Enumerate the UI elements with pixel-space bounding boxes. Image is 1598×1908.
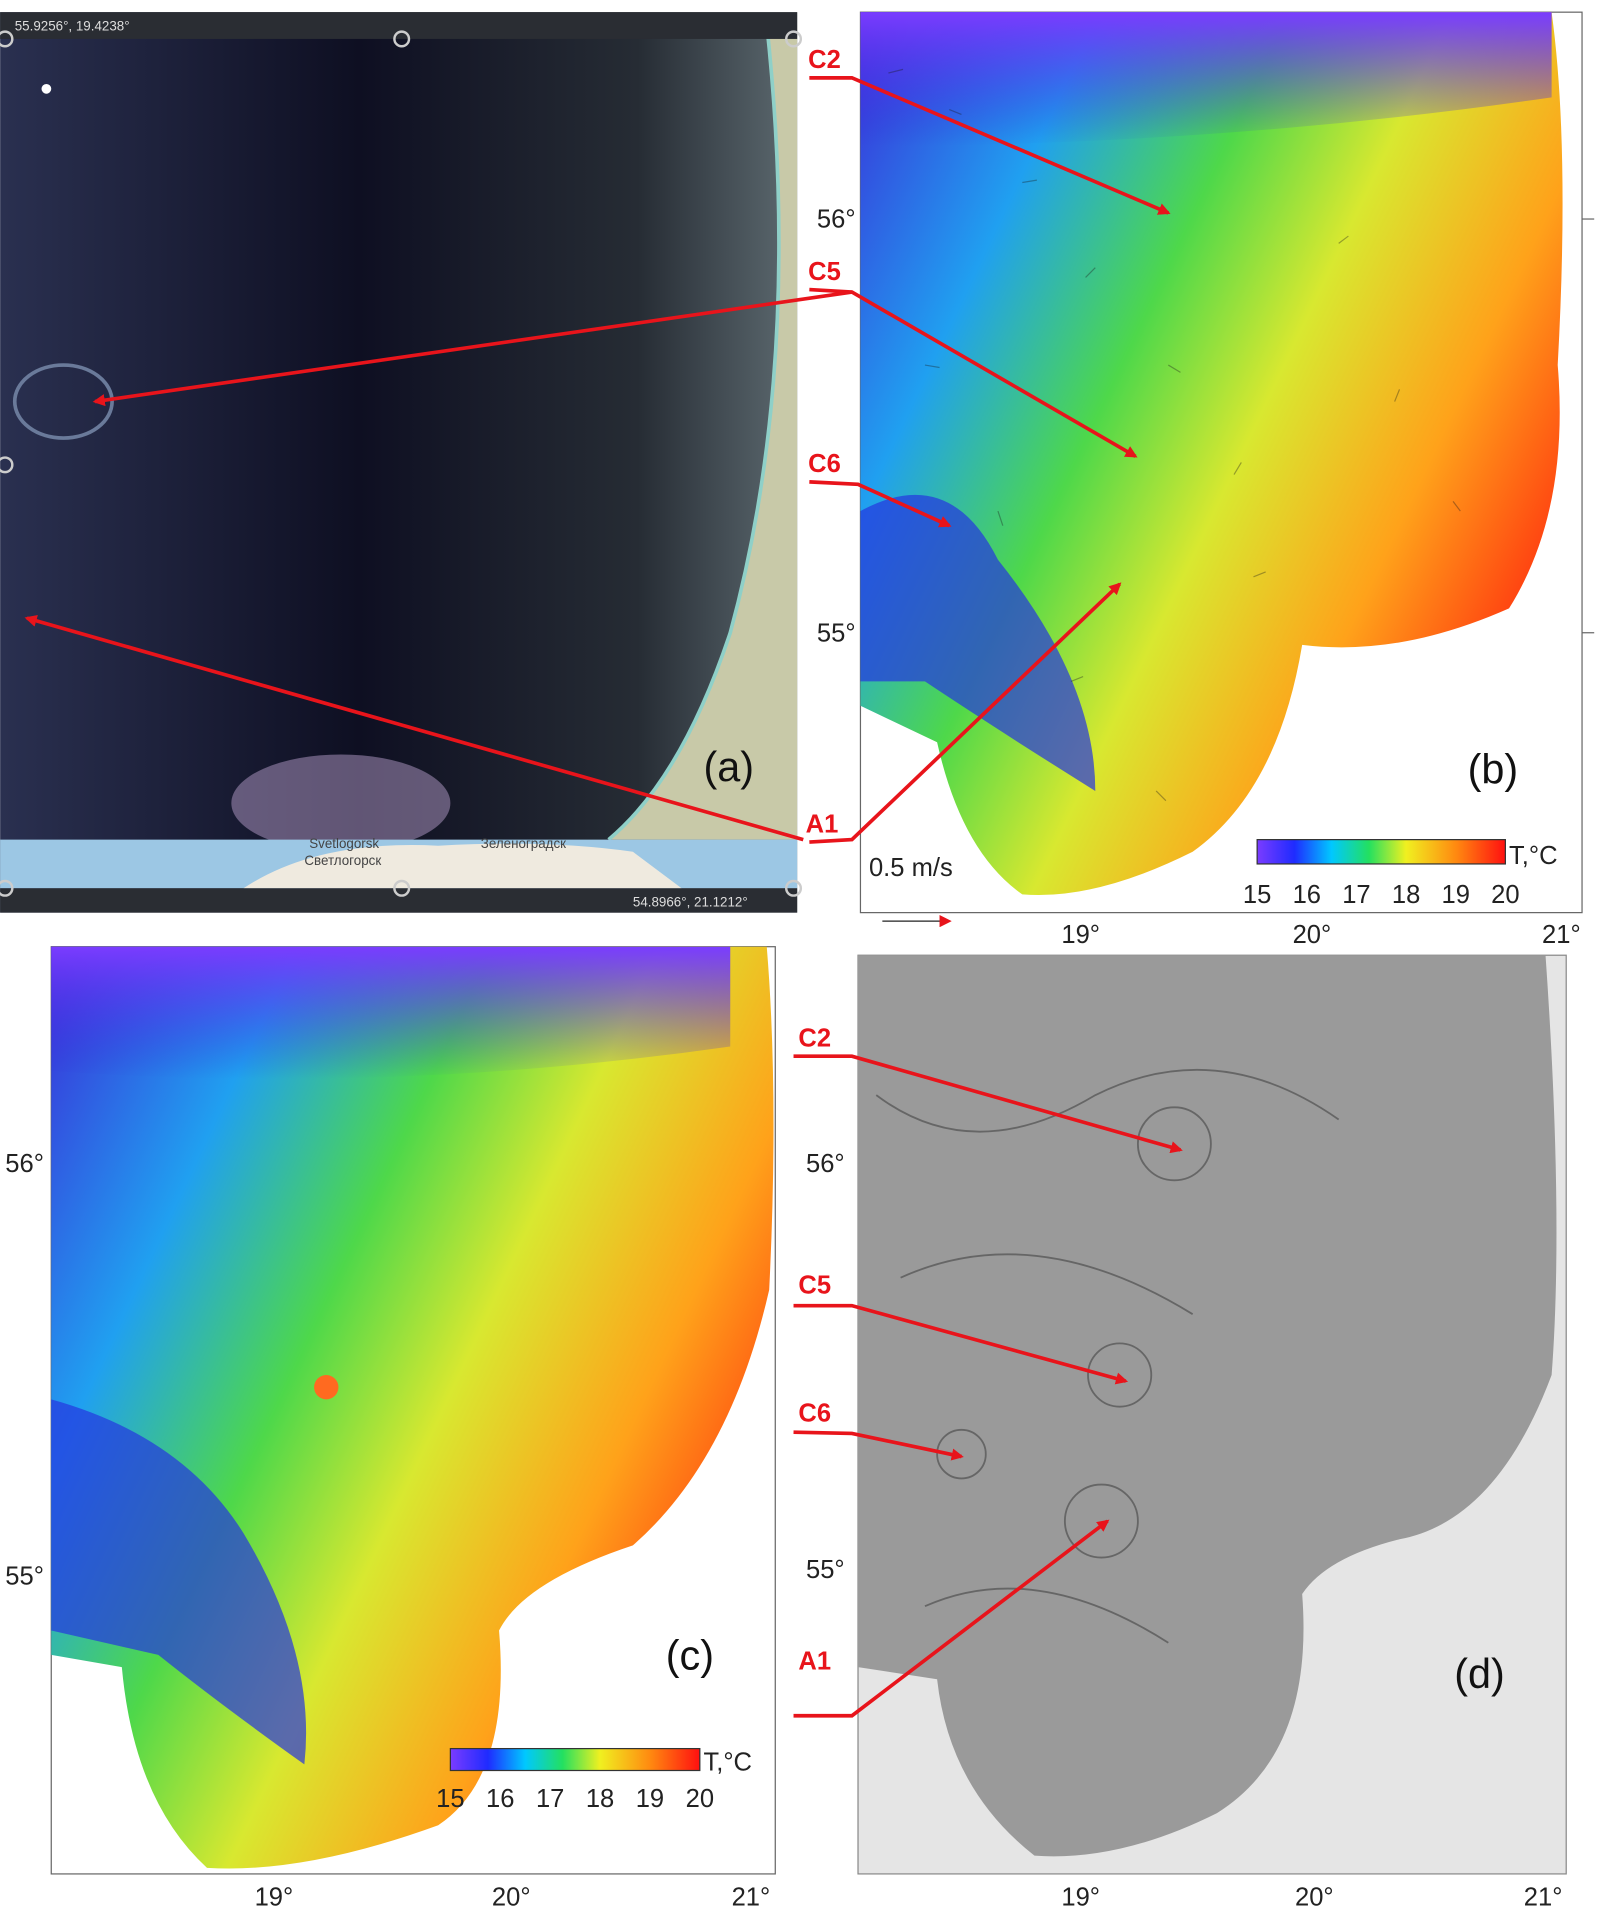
eddy-label: C5: [798, 1271, 831, 1299]
coastline: [607, 24, 781, 842]
eddy-label: C2: [798, 1024, 831, 1052]
panel-a: 55.9256°, 19.4238° 54.8966°, 21.1212° Sv…: [0, 12, 803, 913]
bloom: [231, 754, 451, 852]
eddy-arrow: [809, 480, 952, 528]
lat-label: 55°: [806, 1556, 845, 1584]
panel-label: (c): [666, 1633, 714, 1679]
bottom-bar: [0, 888, 798, 913]
colorbar-title: T,°C: [703, 1748, 752, 1776]
eddy-label: C2: [808, 46, 841, 74]
lon-label: 20°: [492, 1884, 531, 1908]
lon-label: 19°: [1061, 1884, 1100, 1908]
colorbar-tick-label: 18: [586, 1785, 614, 1813]
eddy-swirl: [12, 363, 114, 440]
lat-label: 56°: [806, 1150, 845, 1178]
colorbar: [1256, 839, 1506, 865]
panel-label: (b): [1468, 747, 1519, 793]
eddy-arrow: [24, 614, 804, 842]
cold-water: [51, 1399, 307, 1765]
colorbar-tick-label: 15: [436, 1785, 464, 1813]
place-name: Svetlogorsk: [309, 836, 379, 851]
eddy-label: C5: [808, 258, 841, 286]
lon-label: 19°: [255, 1884, 294, 1908]
panel-c: T,°C 15 16 17 18 19 20 56° 55° 19° 20° 21° (c…: [5, 946, 776, 1908]
colorbar-tick-label: 15: [1243, 881, 1271, 909]
panel-label: (d): [1454, 1651, 1505, 1697]
colorbar-tick-label: 19: [636, 1785, 664, 1813]
top-bar: [0, 12, 798, 39]
streamline-field: [858, 955, 1557, 1857]
corner-coordinate: 55.9256°, 19.4238°: [15, 18, 130, 33]
eddy-arrow: [809, 76, 1171, 215]
eddy-label: C6: [798, 1399, 831, 1427]
eddy-arrow: [809, 287, 1138, 458]
colorbar-tick-label: 17: [536, 1785, 564, 1813]
colorbar-tick-label: 20: [1491, 881, 1519, 909]
basemap-land: [243, 843, 682, 889]
lon-label: 21°: [732, 1884, 771, 1908]
colorbar-tick-label: 17: [1342, 881, 1370, 909]
land: [608, 24, 798, 840]
annotations-bottom: C2 C5 C6 A1: [793, 1024, 1183, 1718]
eddy-arrow: [809, 582, 1122, 844]
lon-label: 20°: [1293, 921, 1332, 949]
annotations-top: C2 C5 C6 A1: [24, 46, 1171, 844]
eddy-core: [314, 1375, 339, 1400]
colorbar-title: T,°C: [1509, 842, 1558, 870]
colorbar-tick-label: 20: [686, 1785, 714, 1813]
corner-coordinate: 54.8966°, 21.1212°: [633, 895, 748, 910]
cold-water: [860, 12, 1552, 147]
scale-label: 0.5 m/s: [869, 854, 953, 882]
eddy-arrow: [793, 1303, 1129, 1385]
eddy-label: A1: [806, 810, 839, 838]
marker-dot: [41, 83, 52, 94]
lon-label: 19°: [1061, 921, 1100, 949]
eddy-arrow: [793, 1519, 1110, 1718]
panel-d: 56° 55° 19° 20° 21° (d): [806, 954, 1567, 1908]
lon-label: 20°: [1295, 1884, 1334, 1908]
colorbar-tick-label: 19: [1442, 881, 1470, 909]
lon-label: 21°: [1542, 921, 1581, 949]
eddy-arrow: [793, 1430, 964, 1461]
lat-label: 55°: [817, 619, 856, 647]
colorbar: [449, 1747, 701, 1772]
eddy-label: A1: [798, 1648, 831, 1676]
streamlines: [875, 1068, 1340, 1644]
lat-label: 56°: [817, 206, 856, 234]
panel-label: (a): [703, 744, 754, 790]
colorbar-tick-label: 18: [1392, 881, 1420, 909]
lat-label: 55°: [5, 1562, 44, 1590]
place-name: Светлогорск: [304, 853, 381, 868]
lat-label: 56°: [5, 1150, 44, 1178]
place-name: Зеленоградск: [481, 836, 566, 851]
eddy-arrow: [92, 290, 853, 407]
selection-handles: [0, 30, 803, 897]
cold-water: [860, 494, 1096, 791]
eddy-arrow: [793, 1054, 1183, 1154]
panel-b: T,°C 15 16 17 18 19 20 0.5 m/s 56° 55° 19° 20…: [817, 11, 1595, 949]
colorbar-tick-label: 16: [486, 1785, 514, 1813]
eddy-label: C6: [808, 450, 841, 478]
velocity-arrows: [888, 68, 1461, 802]
colorbar-tick-label: 16: [1293, 881, 1321, 909]
lon-label: 21°: [1524, 1884, 1563, 1908]
cold-water: [51, 946, 731, 1079]
